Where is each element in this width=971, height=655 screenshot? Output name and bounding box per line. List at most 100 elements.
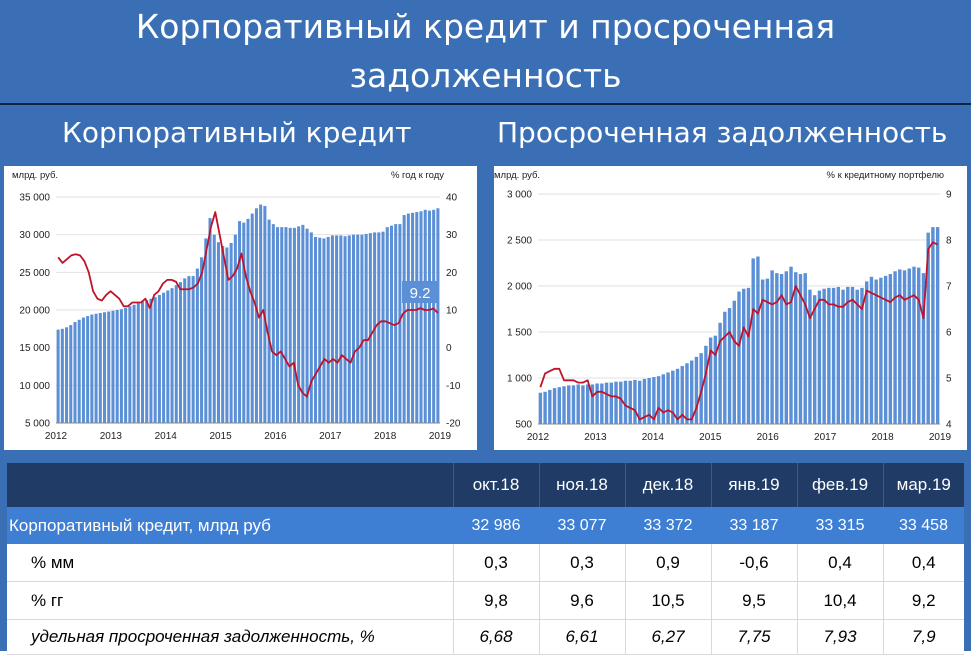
bar — [276, 227, 280, 423]
bar — [242, 222, 246, 423]
bar — [893, 271, 897, 424]
bar — [195, 268, 199, 423]
bar — [675, 368, 680, 424]
bar — [860, 287, 864, 424]
bar — [737, 291, 741, 424]
bar — [902, 270, 907, 424]
left-unit-label: млрд. руб. — [494, 170, 540, 181]
table-header-cell: дек.18 — [624, 463, 711, 507]
x-tick-label: 2018 — [871, 432, 894, 443]
table-cell: 33 458 — [883, 507, 964, 544]
table-cell: 6,68 — [452, 619, 539, 655]
row-label: удельная просроченная задолженность, % — [7, 619, 453, 655]
y2-tick-label: 7 — [946, 282, 952, 293]
x-tick-label: 2012 — [527, 432, 550, 443]
y2-tick-label: 5 — [946, 374, 952, 385]
bar — [557, 387, 561, 424]
bar — [642, 378, 647, 424]
y2-tick-label: 30 — [446, 230, 458, 241]
bar — [935, 227, 940, 424]
table-cell: 32 986 — [453, 507, 539, 544]
bar — [671, 370, 675, 424]
bar — [229, 242, 233, 423]
bar — [398, 224, 402, 423]
table-cell: 6,61 — [538, 619, 625, 655]
bar — [888, 274, 893, 424]
bar — [798, 274, 803, 424]
bar — [846, 286, 850, 424]
y2-tick-label: 40 — [446, 193, 458, 204]
bar — [111, 310, 115, 423]
bar — [136, 303, 140, 423]
table-row: удельная просроченная задолженность, % 6… — [7, 619, 964, 655]
left-chart-title: Корпоративный кредит — [62, 116, 412, 149]
row-label: % гг — [7, 581, 453, 620]
bar — [77, 319, 81, 423]
y2-tick-label: 10 — [446, 306, 458, 317]
bar — [326, 236, 330, 423]
bar — [831, 287, 836, 424]
bar — [808, 289, 812, 424]
bar — [926, 232, 930, 424]
bar — [212, 234, 216, 423]
bar — [330, 235, 334, 423]
table-cell: 10,5 — [624, 581, 711, 620]
bar — [812, 295, 817, 424]
bar — [794, 272, 798, 424]
x-tick-label: 2014 — [155, 431, 178, 442]
bar — [250, 213, 254, 423]
bar — [411, 212, 415, 423]
bar — [406, 213, 410, 423]
bar — [864, 281, 869, 424]
right-unit-label: % год к году — [391, 170, 444, 181]
bar — [178, 282, 182, 423]
bar — [271, 224, 275, 423]
bar — [538, 392, 543, 424]
table-row: % мм 0,3 0,3 0,9 -0,6 0,4 0,4 — [7, 544, 964, 582]
bar — [280, 227, 284, 423]
y-tick-label: 30 000 — [19, 230, 50, 241]
bar — [590, 384, 595, 424]
bar — [746, 287, 751, 424]
bar — [855, 289, 859, 424]
bar — [685, 363, 689, 424]
bar — [756, 256, 760, 424]
bar — [216, 242, 220, 423]
bar — [775, 273, 779, 424]
bar — [751, 258, 755, 424]
bar — [666, 372, 670, 424]
bar — [419, 211, 423, 423]
bar — [760, 279, 765, 424]
bar — [149, 298, 153, 423]
bar — [200, 257, 204, 423]
table-cell: 6,27 — [624, 619, 711, 655]
bar — [208, 218, 212, 423]
bar — [427, 210, 431, 423]
table-cell: 10,4 — [796, 581, 883, 620]
bar — [850, 286, 855, 424]
bar — [254, 208, 258, 423]
overdue-debt-chart: млрд. руб. % к кредитному портфелю 3 000 2 … — [494, 166, 967, 450]
table-cell: 0,4 — [796, 544, 883, 582]
table-cell: 33 077 — [539, 507, 625, 544]
bar — [162, 292, 166, 423]
bar — [339, 235, 343, 423]
table-header-row: окт.18 ноя.18 дек.18 янв.19 фев.19 мар.1… — [7, 463, 964, 507]
bar — [191, 276, 195, 423]
y-tick-label: 3 000 — [507, 190, 532, 201]
bar — [98, 313, 102, 423]
bar — [614, 381, 618, 424]
table-cell: 9,6 — [538, 581, 625, 620]
bar — [704, 345, 708, 424]
bar — [637, 380, 642, 424]
table-header-cell: окт.18 — [452, 463, 539, 507]
bar — [827, 287, 831, 424]
table-cell: 7,75 — [710, 619, 797, 655]
bar — [562, 386, 566, 424]
bar — [789, 266, 793, 424]
row-label: Корпоративный кредит, млрд руб — [7, 507, 453, 544]
bar — [609, 382, 614, 424]
bar — [225, 247, 229, 423]
bar — [238, 221, 242, 423]
bar — [423, 209, 427, 423]
